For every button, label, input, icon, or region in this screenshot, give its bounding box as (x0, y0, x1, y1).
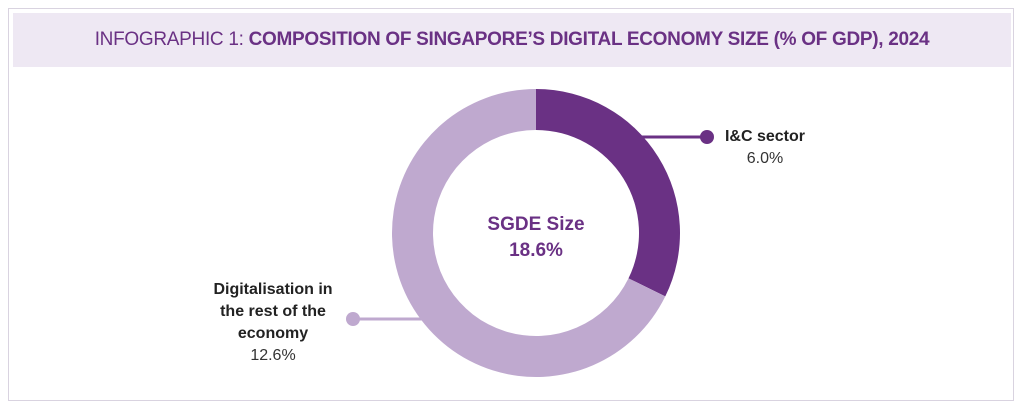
infographic-frame (8, 8, 1014, 401)
infographic-header: INFOGRAPHIC 1: COMPOSITION OF SINGAPORE’… (13, 13, 1011, 67)
label-ic-sector-value: 6.0% (746, 150, 784, 167)
header-title: COMPOSITION OF SINGAPORE’S DIGITAL ECONO… (248, 29, 930, 50)
center-value: 18.6% (509, 240, 563, 261)
digitalisation-leader-dot (346, 312, 360, 326)
header-prefix: INFOGRAPHIC 1: (94, 29, 244, 50)
ic-sector-leader-dot (700, 130, 714, 144)
label-ic-sector-name: I&C sector (724, 128, 806, 145)
center-label: SGDE Size 18.6% (436, 212, 636, 264)
label-digitalisation-line-1: Digitalisation in (213, 281, 333, 298)
label-digitalisation-value: 12.6% (250, 347, 296, 364)
label-digitalisation: Digitalisation in the rest of the econom… (183, 279, 363, 367)
donut-slice-1 (392, 89, 666, 377)
label-digitalisation-line-2: the rest of the (220, 303, 326, 320)
center-title: SGDE Size (487, 214, 585, 235)
label-digitalisation-line-3: economy (237, 325, 309, 342)
donut-slice-0 (536, 89, 680, 297)
label-ic-sector: I&C sector 6.0% (690, 126, 840, 170)
